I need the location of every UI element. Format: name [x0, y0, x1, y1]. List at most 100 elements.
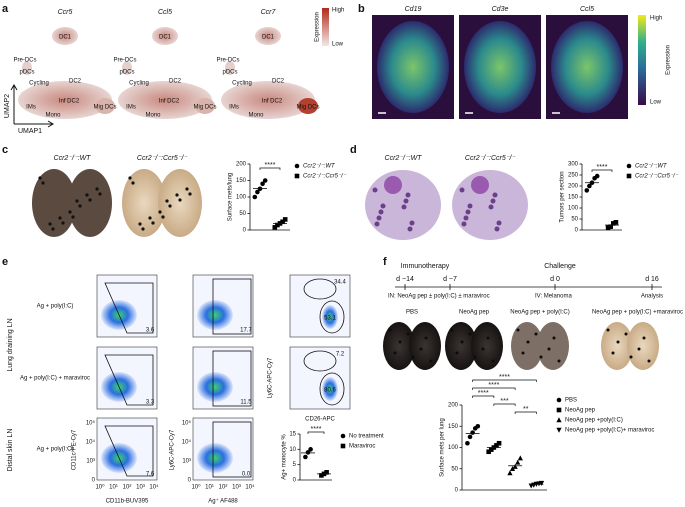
legend-label: NeoAg pep: [565, 408, 596, 414]
y-tick-label: 50: [571, 217, 578, 223]
image-label: NeoAg pep + poly(I:C) +maraviroc: [592, 310, 683, 316]
group-label: Lung draining LN: [7, 318, 14, 371]
x-tick-label: 10⁴: [149, 484, 159, 491]
met-spot: [85, 193, 89, 197]
met-spot: [611, 351, 615, 355]
cluster-label: IMs: [126, 105, 136, 111]
met-spot: [642, 336, 646, 340]
met-spot: [95, 187, 99, 191]
met-spot: [165, 199, 169, 203]
gate-percent: 17.7: [240, 328, 252, 334]
legend-marker: [294, 173, 300, 179]
legend-marker: [626, 163, 632, 169]
data-point: [538, 480, 545, 486]
met-spot: [38, 176, 42, 180]
cluster-label: Mig DCs: [193, 105, 216, 111]
axis-title: Ly6C-APC-Cy7: [268, 357, 274, 398]
met-spot: [481, 347, 485, 351]
tumor-spot: [403, 198, 409, 204]
event-label: IN: NeoAg pep ± poly(I:C) ± maraviroc: [388, 294, 490, 300]
tumor-spot: [372, 187, 378, 193]
met-spot: [468, 332, 472, 336]
lung-lobe: [122, 169, 166, 237]
met-spot: [75, 199, 79, 203]
met-spot: [606, 328, 610, 332]
event-label: Analysis: [641, 294, 663, 300]
data-point: [475, 423, 481, 429]
flow-density: [197, 443, 233, 473]
y-tick-label: 100: [568, 206, 579, 212]
gate-percent: 3.6: [146, 328, 155, 334]
row-label: Ag + poly(I:C): [37, 447, 74, 453]
y-tick-label: 10⁴: [86, 439, 96, 446]
met-spot: [41, 181, 45, 185]
data-point: [275, 222, 280, 228]
cluster-label: Mig DCs: [296, 105, 319, 111]
cluster-label: DC2: [69, 79, 82, 85]
met-spot: [148, 216, 152, 220]
colorbar-label: High: [650, 16, 662, 22]
met-spot: [411, 355, 415, 359]
data-point: [584, 188, 590, 193]
image-label: Ccr2⁻/⁻:Ccr5⁻/⁻: [137, 155, 188, 162]
met-spot: [188, 192, 192, 196]
significance-label: ****: [499, 374, 510, 381]
umap-cluster: [18, 81, 112, 119]
flow-density: [322, 305, 338, 329]
image-label: NeoAg pep + poly(I:C): [510, 310, 570, 316]
axis-title: Ag⁺ AF488: [208, 498, 238, 505]
umap-cluster: [225, 61, 235, 75]
cluster-label: Mono: [248, 113, 264, 119]
data-point: [608, 224, 613, 229]
met-spot: [141, 227, 145, 231]
legend-label: Ccr2⁻/⁻:Ccr5⁻/⁻: [303, 174, 347, 180]
significance-label: ***: [500, 398, 508, 405]
image-label: Ccr2⁻/⁻:Ccr5⁻/⁻: [465, 155, 516, 162]
gate: [303, 350, 337, 372]
y-tick-label: 10⁵: [86, 420, 96, 427]
significance-bracket: [514, 411, 537, 414]
umap-cluster: [298, 98, 318, 114]
x-tick-label: 10¹: [205, 485, 214, 491]
met-spot: [406, 332, 410, 336]
umap-title: Ccl5: [158, 9, 172, 16]
image-label: Ccr2⁻/⁻:WT: [54, 155, 92, 162]
data-point: [260, 181, 265, 187]
met-spot: [175, 193, 179, 197]
tumor-spot: [407, 226, 413, 232]
data-point: [255, 189, 260, 195]
x-tick-label: 10³: [232, 485, 241, 491]
data-point: [494, 443, 499, 448]
met-spot: [539, 355, 543, 359]
data-point: [467, 434, 473, 440]
image-label: PBS: [406, 310, 418, 316]
data-point: [507, 470, 513, 476]
colorbar-title: Expression: [315, 12, 321, 42]
data-point: [488, 447, 494, 452]
data-point: [470, 430, 475, 435]
tumor-spot: [401, 204, 407, 210]
umap-title: Ccr7: [261, 9, 277, 16]
colorbar-label: High: [332, 8, 344, 14]
legend-marker: [294, 163, 300, 169]
image-title: Cd3e: [492, 6, 509, 13]
met-spot: [138, 222, 142, 226]
gate-percent: 11.5: [240, 400, 252, 406]
tissue: [377, 21, 449, 113]
tumor-spot: [378, 209, 384, 215]
x-tick-label: 10⁰: [191, 484, 201, 491]
met-spot: [419, 347, 423, 351]
phase-label: Immunotherapy: [401, 263, 450, 270]
cluster-label: Cycling: [129, 81, 149, 87]
met-spot: [128, 176, 132, 180]
colorbar-label: Low: [332, 42, 344, 48]
gate: [104, 425, 154, 477]
data-point: [613, 220, 619, 225]
cluster-label: Inf DC2: [262, 99, 283, 105]
met-spot: [158, 210, 162, 214]
gate-percent: 0.0: [242, 472, 251, 478]
x-tick-label: 10³: [136, 485, 145, 491]
flow-density: [197, 372, 233, 402]
data-point: [252, 194, 258, 200]
